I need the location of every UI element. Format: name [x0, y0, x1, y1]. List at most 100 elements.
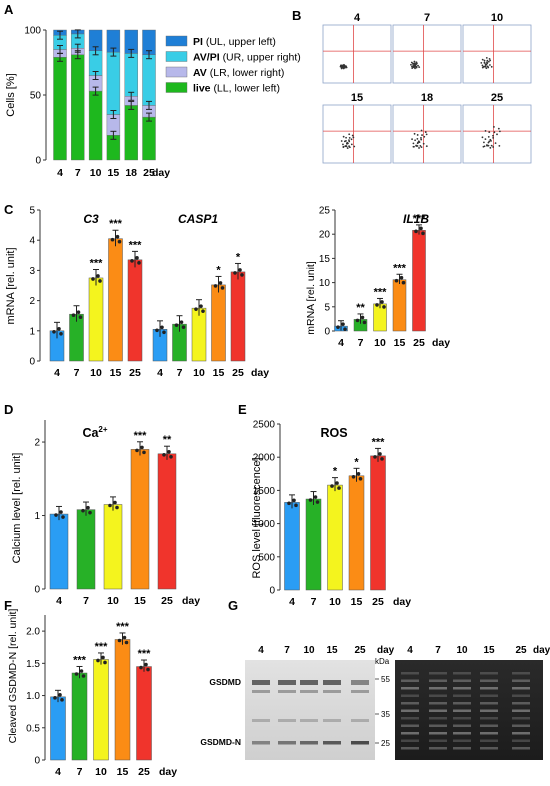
gel-lane-label: 10	[456, 645, 468, 656]
gel-band	[480, 687, 498, 690]
gel-band	[429, 679, 447, 682]
chart-d-calcium: Ca2+ Calcium level [rel. unit] 0 1 2 4 7 10 *** 1…	[11, 420, 200, 607]
gel-band	[453, 724, 471, 727]
legend-swatch	[165, 51, 188, 62]
stacked-bar-segment	[53, 57, 67, 161]
x-tick-label: 15	[108, 167, 120, 179]
gel-band	[480, 672, 498, 675]
data-point	[60, 698, 64, 702]
event-dot	[484, 63, 487, 66]
event-dot	[484, 65, 487, 68]
bar	[191, 307, 207, 362]
gel-band	[453, 732, 471, 735]
event-dot	[494, 142, 497, 145]
event-dot	[489, 138, 492, 141]
data-point	[144, 662, 148, 667]
data-point	[96, 658, 100, 663]
significance-label: ***	[116, 621, 130, 633]
data-point	[313, 495, 318, 499]
event-dot	[353, 145, 356, 148]
x-tick-label: 7	[75, 167, 81, 179]
x-tick-label: 15	[117, 766, 129, 778]
event-dot	[411, 65, 413, 68]
gel-band	[512, 679, 530, 682]
panel-label-d: D	[4, 402, 13, 417]
event-dot	[490, 144, 493, 147]
gsdmd-band	[351, 680, 369, 685]
gel-band	[429, 739, 447, 742]
y-axis-label: mRNA [rel. unit]	[305, 261, 317, 335]
x-tick-label: 7	[74, 367, 80, 379]
gel-band	[512, 739, 530, 742]
bar	[71, 672, 88, 761]
data-point	[414, 229, 418, 234]
event-dot	[412, 66, 415, 69]
event-dot	[485, 67, 488, 70]
gel-band	[512, 724, 530, 727]
blot-lane-label: 7	[284, 645, 290, 656]
y-tick-label: 0	[34, 585, 40, 596]
event-dot	[417, 64, 419, 67]
x-tick-label: 10	[90, 167, 102, 179]
gel-lane-label: 4	[407, 645, 413, 656]
data-point	[162, 453, 166, 457]
event-dot	[412, 64, 415, 66]
legend-swatch	[165, 35, 188, 47]
gel-band	[480, 747, 498, 750]
y-tick-label: 1500	[253, 486, 276, 497]
data-point	[142, 450, 146, 455]
gene-title: C3	[83, 212, 99, 226]
data-point	[113, 500, 117, 505]
event-dot	[421, 134, 423, 136]
gel-band	[429, 709, 447, 712]
data-point	[382, 305, 386, 309]
blot-lane-label: 10	[303, 645, 315, 656]
bar	[103, 504, 123, 590]
y-tick-label: 2.0	[26, 627, 40, 638]
bar	[284, 502, 300, 591]
data-point	[115, 505, 119, 510]
data-point	[421, 231, 425, 236]
data-point	[76, 310, 81, 314]
x-axis-day-label: day	[251, 367, 269, 379]
bar	[108, 238, 123, 362]
chart-f-gsdmd: Cleaved GSDMD-N [rel. unit] 0 0.5 1.0 1.5 2.0…	[7, 609, 177, 778]
panel-label-g: G	[228, 598, 238, 613]
gel-band	[480, 739, 498, 742]
significance-label: **	[163, 434, 172, 446]
gsdmd-n-band	[252, 741, 270, 745]
x-tick-label: 10	[193, 367, 205, 379]
data-point	[155, 328, 159, 333]
gel-band	[401, 724, 419, 727]
gel-band	[401, 672, 419, 675]
data-point	[167, 450, 171, 454]
event-dot	[413, 60, 416, 63]
gsdmd-n-band	[323, 741, 341, 745]
significance-label: ***	[90, 257, 104, 269]
event-dot	[348, 146, 351, 149]
significance-label: ***	[95, 641, 109, 653]
gel-band	[401, 679, 419, 682]
bar	[157, 453, 177, 590]
bar	[392, 279, 407, 332]
chart-e-ros: ROS ROS level [fluorescence] 0 500 1000 1500 2…	[251, 420, 411, 609]
data-point	[110, 237, 115, 242]
legend-swatch	[165, 82, 188, 93]
y-tick-label: 0	[34, 756, 40, 767]
event-dot	[413, 145, 415, 148]
gel-band	[429, 672, 447, 675]
y-tick-label: 1000	[253, 519, 276, 530]
significance-label: ***	[138, 648, 152, 660]
bar	[76, 509, 96, 590]
chart-title: IL1B	[403, 212, 429, 226]
x-tick-label: 4	[289, 596, 295, 608]
event-dot	[486, 144, 489, 147]
bar	[348, 475, 365, 591]
event-dot	[488, 140, 491, 143]
event-dot	[343, 63, 345, 66]
data-point	[330, 484, 334, 488]
event-dot	[348, 139, 350, 142]
y-tick-label: 0	[35, 156, 41, 167]
gel-band	[480, 724, 498, 727]
gel-band	[429, 702, 447, 705]
